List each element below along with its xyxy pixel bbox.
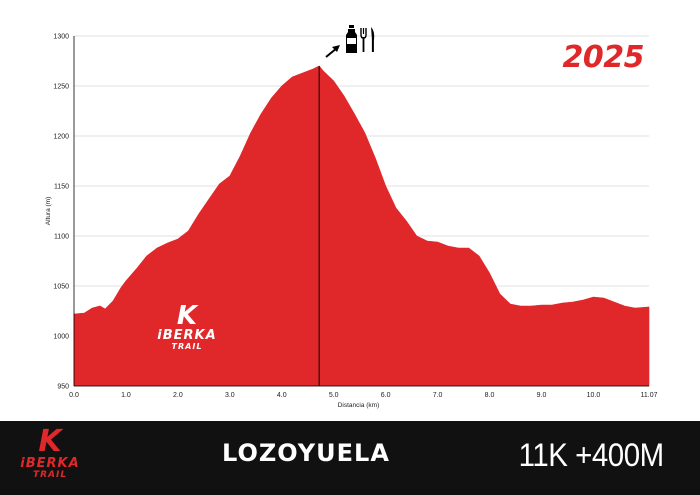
y-tick-label: 1200 (53, 134, 69, 141)
x-tick-label: 7.0 (433, 392, 443, 399)
x-tick-label: 6.0 (381, 392, 391, 399)
x-axis-title: Distancia (km) (338, 402, 380, 409)
race-name: LOZOYUELA (222, 439, 390, 467)
elevation-chart: 950 1000 1050 1100 1150 1200 1250 1300 0.0 1.0 2.0… (45, 34, 658, 410)
y-tick-label: 1250 (53, 84, 69, 91)
x-tick-label: 5.0 (329, 392, 339, 399)
race-stats: 11K +400M (518, 437, 665, 473)
chart-brand-logo: K iBERKA TRAIL (152, 303, 222, 351)
footer-bar: K iBERKA TRAIL LOZOYUELA 11K +400M (0, 421, 700, 495)
x-tick-label: 2.0 (173, 392, 183, 399)
y-axis-title: Altura (m) (45, 197, 52, 226)
year-label: 2025 (562, 40, 645, 75)
y-tick-label: 1050 (53, 284, 69, 291)
x-tick-label: 4.0 (277, 392, 287, 399)
y-tick-label: 1300 (53, 34, 69, 41)
x-tick-label: 3.0 (225, 392, 235, 399)
water-bottle-icon (346, 25, 357, 53)
aid-station-marker (322, 24, 382, 67)
x-tick-label: 11.07 (641, 392, 658, 399)
elevation-area (73, 65, 650, 387)
x-tick-label: 9.0 (537, 392, 547, 399)
brand-tagline: TRAIL (32, 470, 68, 480)
x-tick-label: 0.0 (69, 392, 79, 399)
footer-brand-logo: K iBERKA TRAIL (14, 424, 86, 481)
x-tick-label: 8.0 (485, 392, 495, 399)
y-tick-label: 1150 (54, 184, 69, 191)
x-tick-label: 1.0 (121, 392, 131, 399)
fork-icon (360, 28, 367, 52)
brand-mark: K (38, 424, 62, 459)
y-tick-label: 1000 (53, 334, 69, 341)
brand-name: iBERKA (157, 328, 217, 343)
x-tick-label: 10.0 (587, 392, 601, 399)
brand-mark: K (176, 301, 198, 331)
brand-name: iBERKA (20, 456, 80, 471)
brand-tagline: TRAIL (171, 342, 203, 351)
knife-icon (371, 27, 375, 52)
arrow-icon (325, 45, 340, 58)
y-tick-label: 1100 (54, 234, 69, 241)
y-tick-label: 950 (57, 384, 69, 391)
